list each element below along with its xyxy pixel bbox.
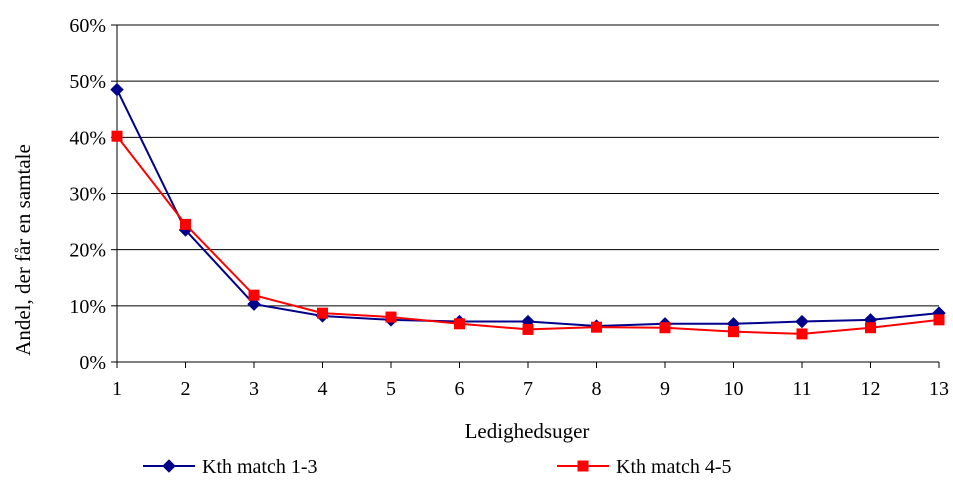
data-point-square [933,314,945,326]
y-tick-label: 10% [69,296,106,318]
x-axis-title: Ledighedsuger [465,419,590,443]
y-tick-label: 50% [69,71,106,93]
x-tick-label: 13 [929,378,949,400]
data-point-square [522,323,534,335]
tick-labels: 0%10%20%30%40%50%60%1 2 3 4 5 6 7 8 9 10 11 12 13 [69,15,949,400]
legend-item-1: Kth match 1-3 [143,456,318,478]
x-tick-label: 2 [181,378,191,400]
legend-label: Kth match 1-3 [202,456,318,477]
data-point-square [248,289,260,301]
x-tick-label: 10 [724,378,744,400]
x-tick-label: 11 [792,378,811,400]
x-tick-label: 6 [455,378,465,400]
series-1 [110,82,946,333]
data-point-diamond [110,82,124,97]
x-tick-label: 5 [386,378,396,400]
legend-item-2: Kth match 4-5 [557,456,732,478]
axes [111,24,940,368]
data-point-square [385,311,397,323]
x-tick-label: 7 [523,378,533,400]
data-point-square [865,322,876,334]
y-tick-label: 30% [69,184,106,206]
data-point-diamond [795,314,809,329]
data-point-square [591,321,602,333]
y-tick-label: 0% [79,352,106,374]
data-point-square [317,307,328,319]
data-point-square [577,460,589,472]
x-tick-label: 8 [592,378,602,400]
gridlines [117,24,939,307]
x-tick-label: 3 [249,378,259,400]
data-point-square [180,218,191,230]
legend: Kth match 1-3 Kth match 4-5 [143,456,732,478]
series-2 [111,130,945,340]
series-line [116,135,940,335]
x-tick-label: 12 [861,378,881,400]
data-point-square [728,326,739,338]
data-point-square [111,130,123,142]
x-tick-label: 1 [112,378,122,400]
data-point-square [796,328,808,340]
series-line [116,89,940,328]
y-tick-label: 20% [69,240,106,262]
y-tick-label: 40% [69,127,106,149]
data-point-square [454,318,465,330]
y-axis-title: Andel, der får en samtale [11,144,35,356]
legend-label: Kth match 4-5 [616,456,732,477]
y-tick-label: 60% [69,15,106,37]
data-point-square [659,322,671,334]
x-tick-label: 4 [318,378,328,400]
data-point-diamond [162,459,176,473]
x-tick-label: 9 [660,378,670,400]
data-series [110,82,946,340]
data-point-diamond [247,297,261,311]
